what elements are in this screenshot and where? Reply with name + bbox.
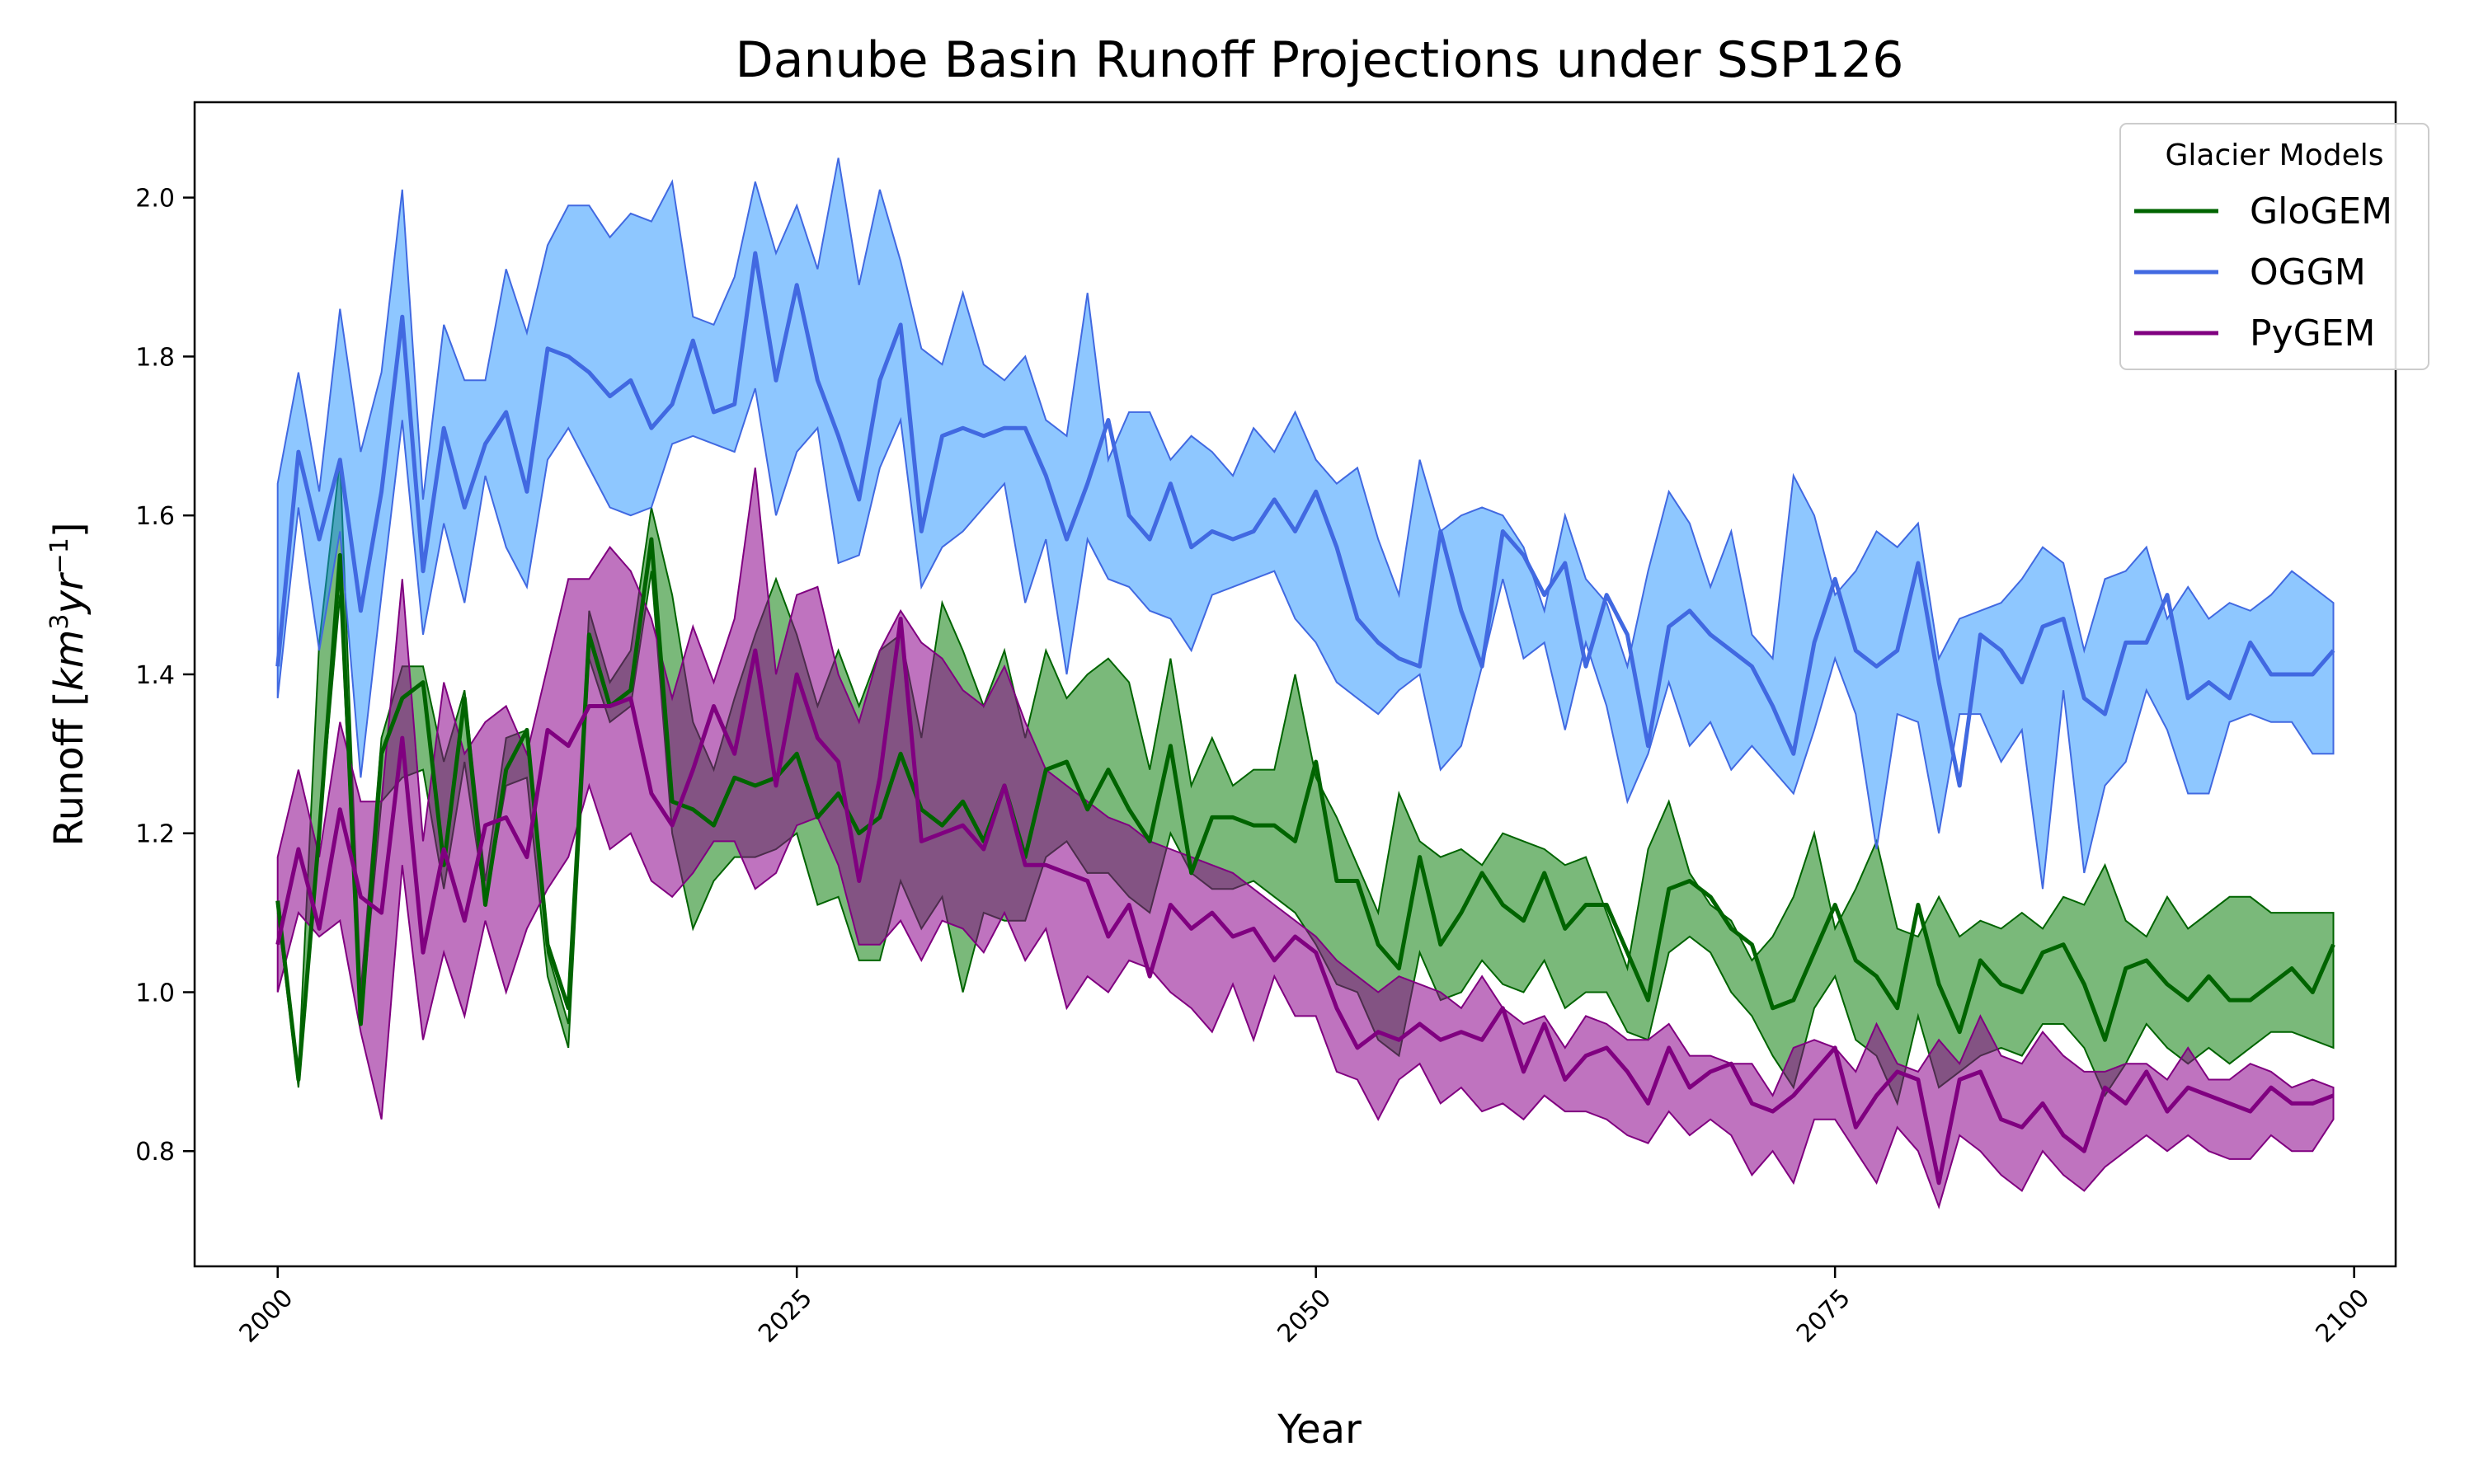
y-axis: 0.8 1.0 1.2 1.4 1.6 1.8 2.0 (135, 185, 195, 1167)
line-oggm (275, 251, 2335, 788)
y-axis-label-close: ] (46, 522, 92, 538)
band-oggm (276, 157, 2335, 890)
y-axis-unit-exp2: −1 (45, 538, 74, 574)
line-glogem (275, 537, 2335, 1082)
line-pygem (275, 617, 2335, 1186)
legend-items: GloGEM OGGM PyGEM (2134, 190, 2392, 355)
legend-label-pygem: PyGEM (2250, 312, 2375, 355)
series-layer (275, 157, 2335, 1209)
y-axis-unit-yr: yr (46, 571, 92, 615)
chart-title: Danube Basin Runoff Projections under SS… (736, 31, 1904, 89)
y-tick-label: 2.0 (135, 185, 175, 214)
y-tick-label: 1.6 (135, 502, 175, 531)
plot-frame (193, 101, 2397, 1268)
legend-box (2119, 123, 2429, 370)
y-tick-label: 1.4 (135, 661, 175, 690)
band-pygem (276, 467, 2335, 1209)
y-axis-label: Runoff [km3yr−1] (45, 522, 92, 846)
x-axis-label: Year (1277, 1407, 1362, 1453)
legend-label-glogem: GloGEM (2250, 190, 2392, 232)
y-tick-label: 1.2 (135, 820, 175, 849)
y-axis-label-text: Runoff [ (46, 691, 92, 846)
legend-title: Glacier Models (2166, 139, 2384, 172)
legend-label-oggm: OGGM (2250, 251, 2366, 294)
legend: Glacier Models GloGEM OGGM PyGEM (2119, 123, 2429, 370)
y-axis-unit-exp1: 3 (45, 613, 74, 629)
y-tick-label: 0.8 (135, 1138, 175, 1167)
y-tick-label: 1.0 (135, 979, 175, 1007)
y-tick-label: 1.8 (135, 343, 175, 372)
y-axis-unit-km: km (46, 630, 92, 692)
